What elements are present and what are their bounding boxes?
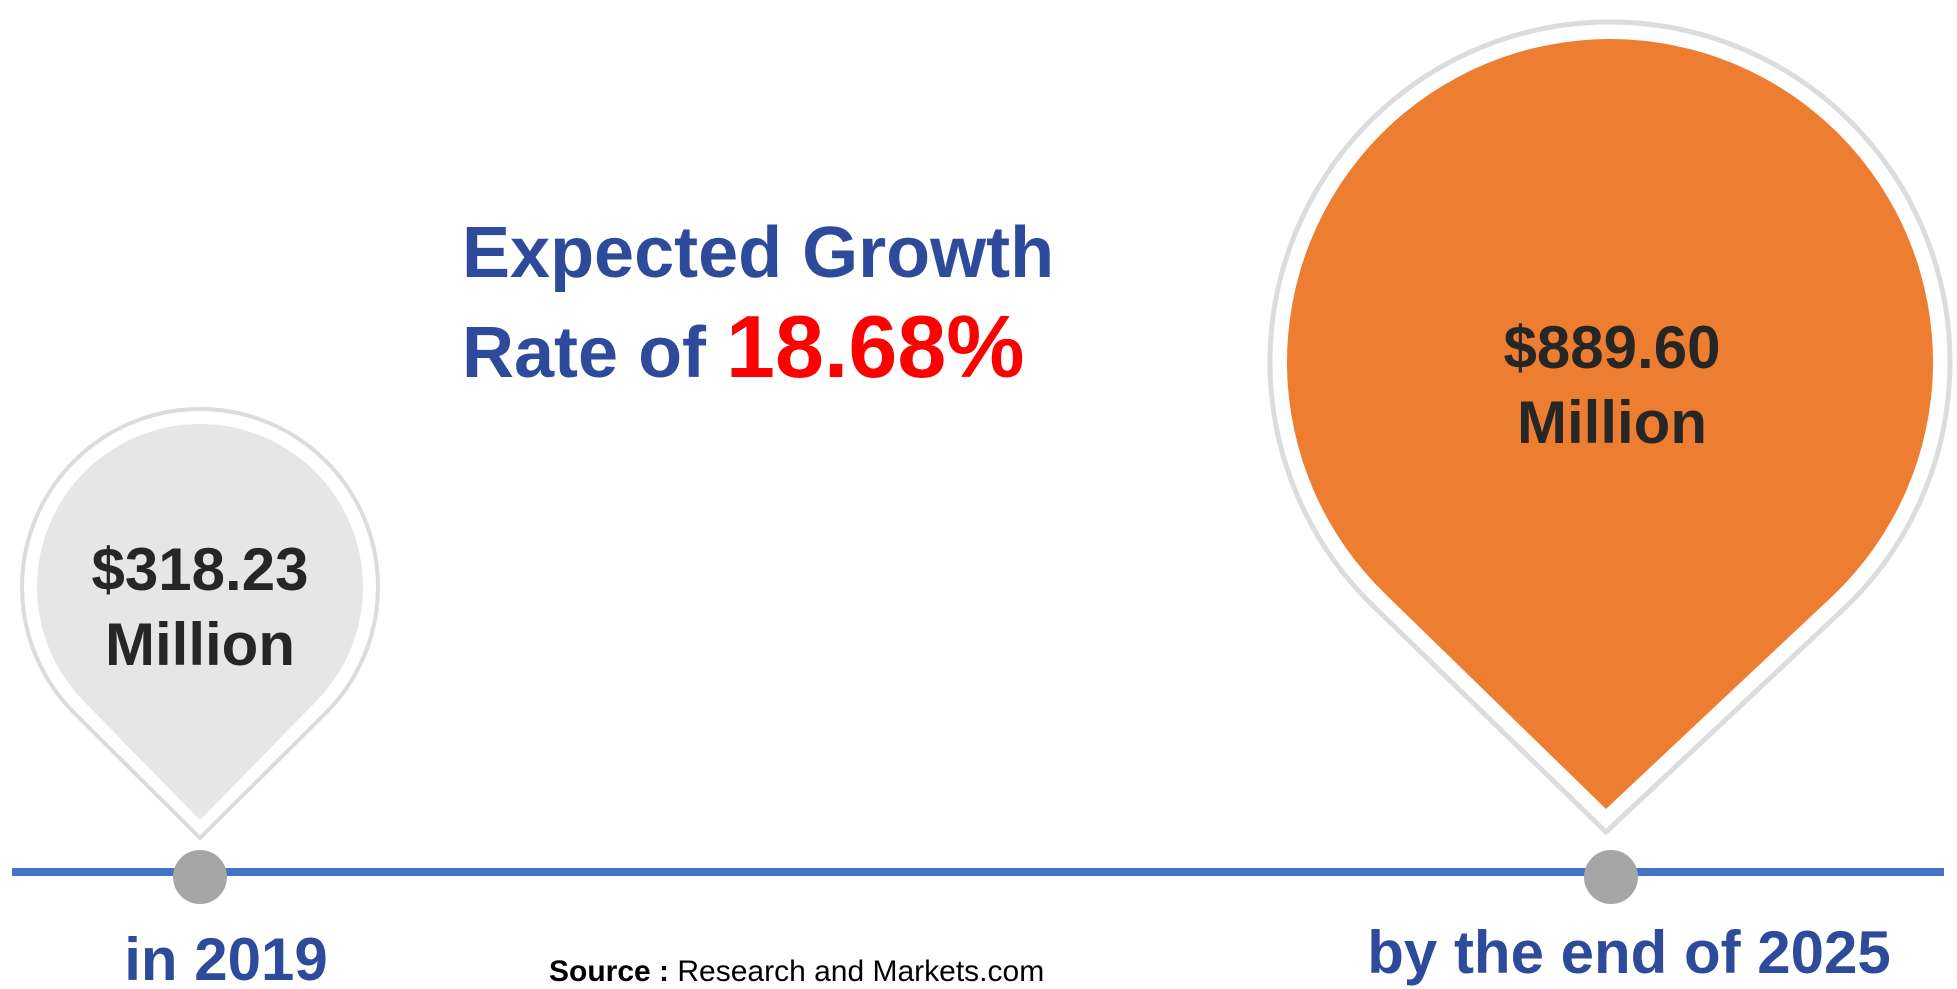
title-line: Rate of 18.68%	[462, 297, 1025, 396]
timeline-dot	[1584, 850, 1638, 904]
source-label: Source :	[549, 955, 669, 988]
growth-rate: 18.68%	[726, 297, 1024, 396]
timeline-dot	[173, 850, 227, 904]
end-label: by the end of 2025	[1367, 919, 1890, 986]
source: Source : Research and Markets.com	[549, 955, 1044, 988]
pins	[20, 19, 1953, 841]
end-value: $889.60	[1504, 314, 1721, 381]
title-line: Expected Growth	[462, 213, 1054, 293]
start-unit: Million	[105, 611, 295, 678]
title-prefix: Rate of	[462, 313, 707, 393]
start-label: in 2019	[124, 926, 327, 989]
timeline	[12, 868, 1944, 876]
pin	[1286, 38, 1934, 809]
end-unit: Million	[1517, 389, 1707, 456]
source-text: Research and Markets.com	[677, 955, 1044, 988]
start-value: $318.23	[92, 536, 309, 603]
pin	[36, 423, 363, 820]
